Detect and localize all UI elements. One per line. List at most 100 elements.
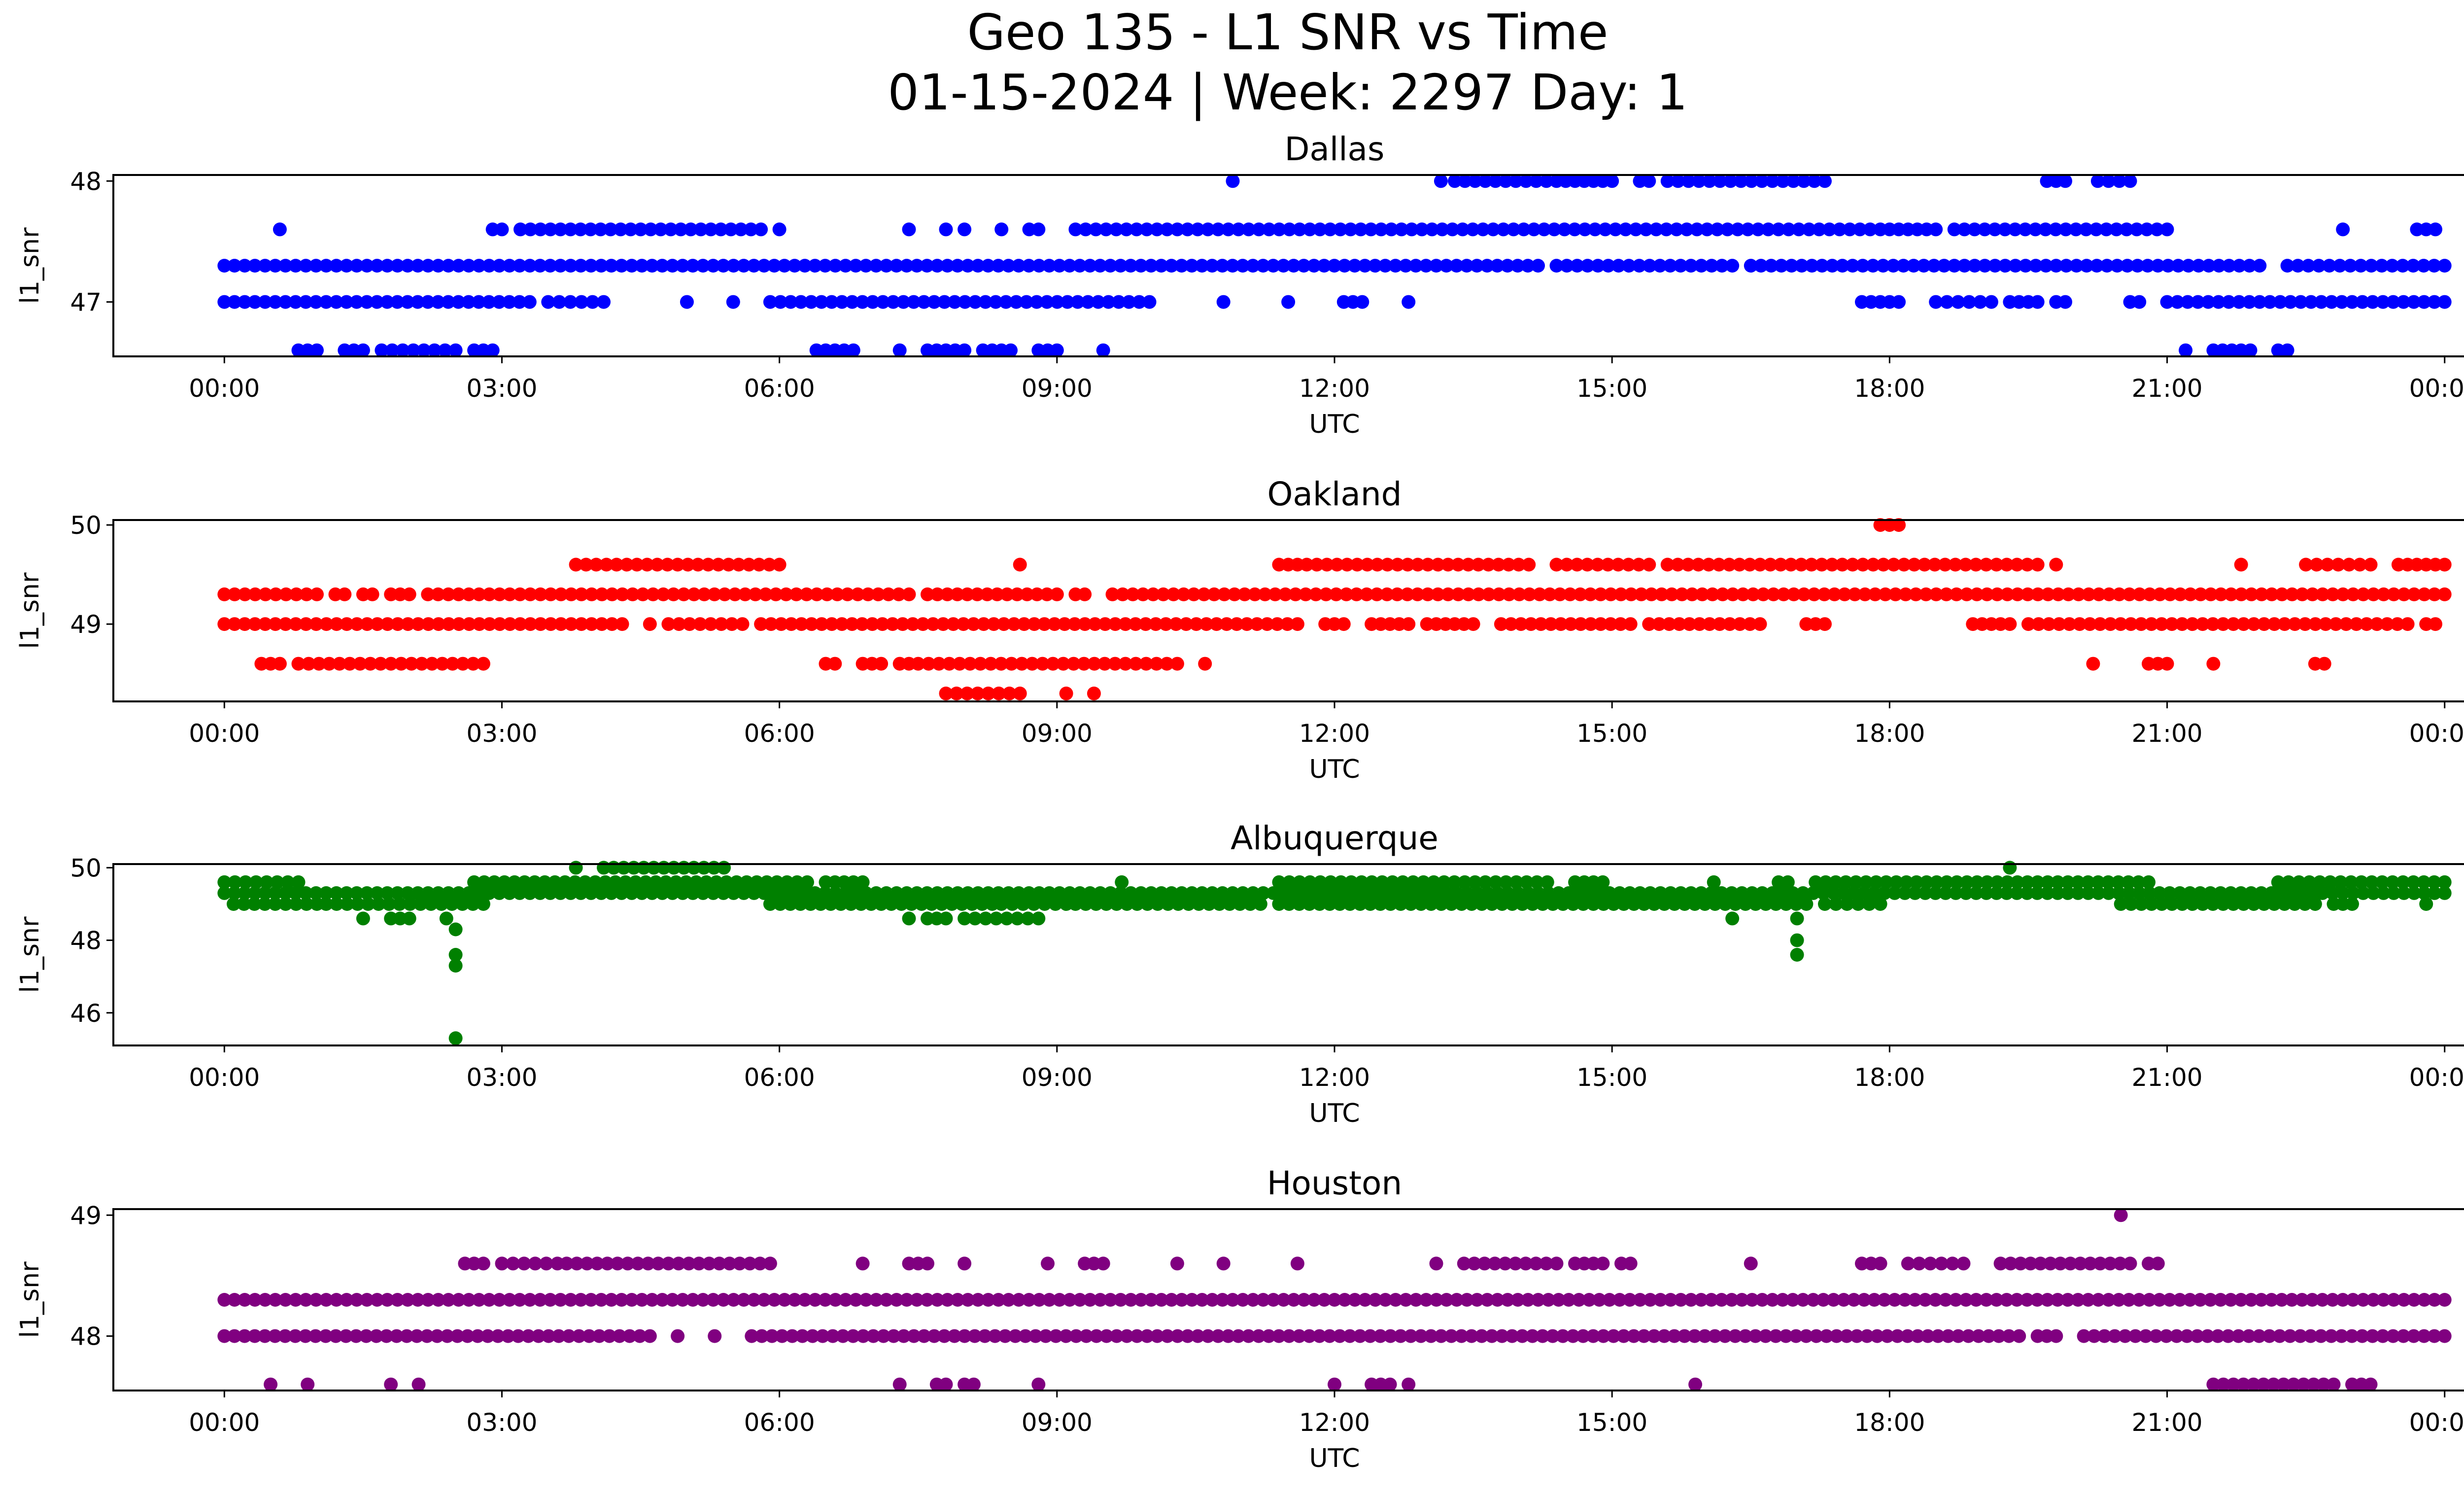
data-point xyxy=(1457,1256,1471,1271)
data-point xyxy=(856,1329,870,1343)
data-point xyxy=(2052,617,2066,631)
data-point xyxy=(798,886,812,900)
data-point xyxy=(2011,587,2024,601)
data-point xyxy=(310,343,324,357)
data-point xyxy=(732,557,746,572)
data-point xyxy=(1489,875,1503,889)
data-point xyxy=(930,886,944,900)
data-point xyxy=(2191,259,2206,273)
data-point xyxy=(1923,1256,1937,1271)
data-point xyxy=(1653,1293,1668,1307)
data-point xyxy=(876,295,890,309)
data-point xyxy=(1215,886,1230,900)
data-point xyxy=(1425,222,1439,237)
data-point xyxy=(2231,1329,2246,1343)
data-point xyxy=(2020,557,2034,572)
data-point xyxy=(1899,875,1914,889)
data-point xyxy=(1142,295,1157,309)
data-point xyxy=(765,1329,779,1343)
data-point xyxy=(1320,557,1334,572)
data-point xyxy=(1758,1329,1773,1343)
data-point xyxy=(2216,897,2230,911)
data-point xyxy=(1364,222,1378,237)
data-point xyxy=(1568,222,1582,237)
data-point xyxy=(2063,1256,2078,1271)
data-point xyxy=(1370,587,1384,601)
data-point xyxy=(2003,617,2017,631)
data-point xyxy=(884,897,898,911)
data-point xyxy=(299,295,313,309)
data-point xyxy=(2040,1293,2054,1307)
data-point xyxy=(264,1377,278,1391)
data-point xyxy=(1951,1329,1965,1343)
data-point xyxy=(2417,1293,2431,1307)
data-point xyxy=(920,1293,934,1307)
data-point xyxy=(2144,897,2158,911)
data-point xyxy=(1481,557,1496,572)
data-point xyxy=(859,1293,873,1307)
data-point xyxy=(2091,886,2105,900)
data-point xyxy=(492,886,507,900)
data-point xyxy=(1201,1329,1215,1343)
data-point xyxy=(649,875,663,889)
data-point xyxy=(1958,557,1973,572)
data-point xyxy=(2019,259,2033,273)
data-point xyxy=(359,1329,374,1343)
data-point xyxy=(451,886,466,900)
data-point xyxy=(1059,686,1073,700)
data-point xyxy=(1028,1329,1043,1343)
data-point xyxy=(319,886,333,900)
data-point xyxy=(2305,1293,2320,1307)
data-point xyxy=(1042,886,1057,900)
data-point xyxy=(1205,259,1219,273)
data-point xyxy=(442,1293,455,1307)
data-point xyxy=(2091,875,2105,889)
data-point xyxy=(340,897,354,911)
data-point xyxy=(466,657,480,671)
data-point xyxy=(1917,557,1932,572)
data-point xyxy=(798,1293,812,1307)
data-point xyxy=(1780,875,1795,889)
data-point xyxy=(757,259,771,273)
x-tick-label: 18:00 xyxy=(1854,1408,1925,1437)
data-point xyxy=(1232,222,1246,237)
data-point xyxy=(288,1293,303,1307)
data-point xyxy=(2000,557,2014,572)
data-point xyxy=(1150,1329,1164,1343)
data-point xyxy=(472,1293,486,1307)
data-point xyxy=(2363,1377,2378,1391)
data-point xyxy=(1790,948,1804,962)
data-point xyxy=(849,259,863,273)
data-point xyxy=(1415,222,1429,237)
data-point xyxy=(1664,886,1677,900)
data-point xyxy=(1637,1329,1651,1343)
data-point xyxy=(1171,897,1185,911)
data-point xyxy=(482,1293,496,1307)
data-point xyxy=(790,875,804,889)
data-point xyxy=(1368,886,1382,900)
data-point xyxy=(1849,875,1863,889)
data-point xyxy=(968,295,982,309)
data-point xyxy=(1021,911,1035,926)
data-point xyxy=(572,1329,586,1343)
data-point xyxy=(1612,1293,1627,1307)
data-point xyxy=(1908,886,1922,900)
data-point xyxy=(869,886,883,900)
data-point xyxy=(1495,897,1509,911)
data-point xyxy=(2069,222,2083,237)
data-point xyxy=(247,897,262,911)
data-point xyxy=(339,1329,353,1343)
data-point xyxy=(2417,875,2431,889)
data-point xyxy=(984,657,998,671)
data-point xyxy=(1470,259,1484,273)
data-point xyxy=(747,886,761,900)
subplot-title: Houston xyxy=(1267,1164,1402,1202)
data-point xyxy=(382,897,396,911)
data-point xyxy=(726,259,741,273)
data-point xyxy=(1031,1377,1046,1391)
data-point xyxy=(472,617,486,631)
data-point xyxy=(1671,174,1685,188)
data-point xyxy=(2302,875,2317,889)
data-point xyxy=(2179,343,2193,357)
data-point xyxy=(1032,886,1046,900)
